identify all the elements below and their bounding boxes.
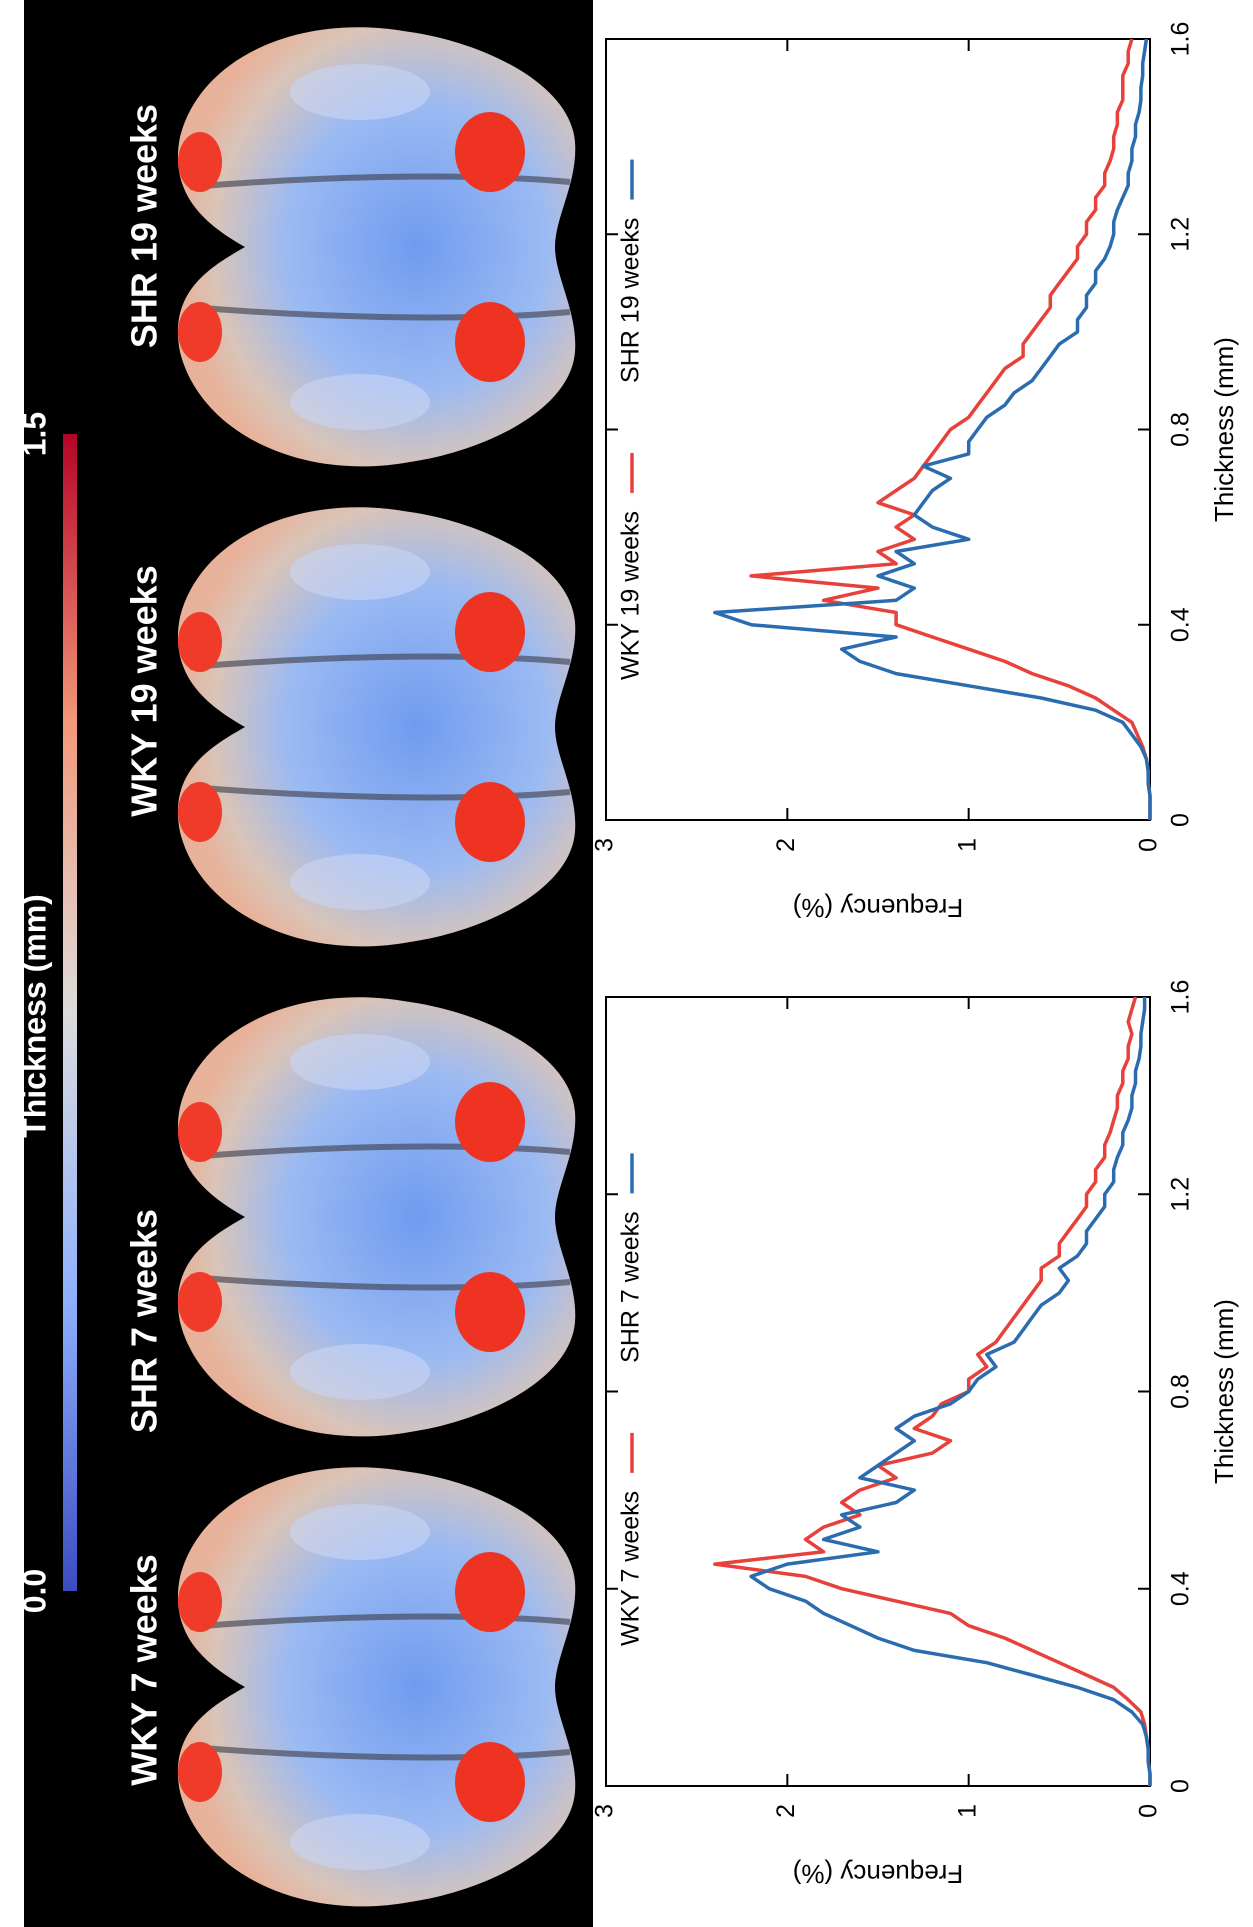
y-tick-label: 3	[591, 838, 619, 852]
x-tick-label: 1.2	[1167, 217, 1195, 252]
x-tick-label: 0.8	[1167, 1374, 1195, 1409]
y-tick-label: 0	[1135, 838, 1163, 852]
legend-label: SHR 19 weeks	[617, 218, 645, 383]
legend-label: SHR 7 weeks	[617, 1211, 645, 1362]
y-tick-label: 3	[591, 1804, 619, 1818]
colorbar-tick-label: 1.5	[16, 412, 52, 456]
colorbar-tick-label: 0.0	[16, 1569, 52, 1613]
y-tick-label: 1	[953, 838, 981, 852]
x-tick-label: 0.4	[1167, 1571, 1195, 1606]
x-tick-label: 0.8	[1167, 412, 1195, 447]
x-tick-label: 1.6	[1167, 980, 1195, 1015]
x-tick-label: 1.2	[1167, 1177, 1195, 1212]
y-tick-label: 2	[772, 1804, 800, 1818]
x-tick-label: 0.4	[1167, 607, 1195, 642]
y-axis-label: Frequency (%)	[793, 893, 964, 923]
x-tick-label: 0	[1167, 1779, 1195, 1793]
rendering-label: WKY 7 weeks	[124, 1554, 165, 1785]
y-tick-label: 0	[1135, 1804, 1163, 1818]
x-tick-label: 1.6	[1167, 22, 1195, 57]
y-axis-label: Frequency (%)	[793, 1859, 964, 1889]
legend-label: WKY 7 weeks	[617, 1491, 645, 1646]
colorbar	[63, 434, 77, 1591]
x-axis-label: Thickness (mm)	[1209, 1299, 1239, 1484]
y-tick-label: 2	[772, 838, 800, 852]
figure: Thickness (mm) 0.0 1.5 WKY 7 weeks SHR 7 we…	[0, 0, 1253, 1927]
legend-label: WKY 19 weeks	[617, 511, 645, 680]
colorbar-title: Thickness (mm)	[16, 894, 52, 1138]
rendering-label: SHR 7 weeks	[124, 1209, 165, 1433]
y-tick-label: 1	[953, 1804, 981, 1818]
rendering-label: SHR 19 weeks	[124, 104, 165, 348]
x-tick-label: 0	[1167, 813, 1195, 827]
x-axis-label: Thickness (mm)	[1209, 337, 1239, 522]
rendering-label: WKY 19 weeks	[124, 565, 165, 816]
landscape-figure: Thickness (mm) 0.0 1.5 WKY 7 weeks SHR 7 we…	[16, 0, 1238, 1927]
